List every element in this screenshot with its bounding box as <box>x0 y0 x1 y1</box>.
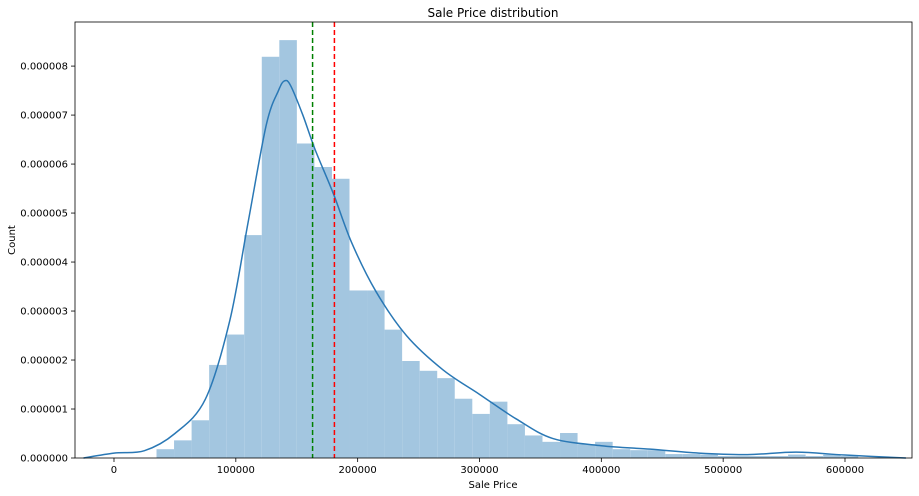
histogram-bar <box>682 454 701 458</box>
histogram-bar <box>331 178 350 458</box>
chart-title: Sale Price distribution <box>428 6 559 20</box>
x-tick-label: 600000 <box>826 465 864 476</box>
histogram-bar <box>665 454 683 458</box>
histogram-bar <box>507 424 525 458</box>
histogram-bar <box>174 440 192 458</box>
histogram-bar <box>367 290 385 458</box>
kde-curve <box>83 79 906 459</box>
x-tick-label: 300000 <box>460 465 498 476</box>
x-tick-label: 400000 <box>582 465 620 476</box>
histogram-bar <box>314 167 332 458</box>
histogram-bar <box>226 334 245 458</box>
histogram-bar <box>595 441 613 458</box>
histogram-bar <box>191 420 210 458</box>
histogram-bar <box>805 456 824 458</box>
y-tick-label: 0.000005 <box>20 209 68 220</box>
histogram-bar <box>156 449 175 458</box>
histogram-bar <box>296 143 315 459</box>
y-tick-label: 0.000002 <box>20 356 68 367</box>
histogram-bar <box>735 456 754 458</box>
histogram-bar <box>612 449 631 458</box>
histogram-bar <box>402 361 420 458</box>
histogram-bar <box>823 454 841 458</box>
histogram-bar <box>419 370 438 458</box>
histogram-bar <box>753 456 771 458</box>
histogram-bar <box>209 364 227 458</box>
histogram-bar <box>279 40 297 458</box>
histogram-bar <box>454 398 473 458</box>
histogram-bar <box>577 444 596 458</box>
histogram-bar <box>717 456 736 458</box>
histogram-bar <box>840 456 859 458</box>
histogram-bar <box>261 56 280 459</box>
histogram-bar <box>770 456 789 458</box>
histogram-bar <box>560 433 578 458</box>
x-tick-label: 500000 <box>704 465 742 476</box>
y-tick-label: 0.000006 <box>20 160 68 171</box>
y-tick-label: 0.000001 <box>20 405 68 416</box>
x-tick-label: 200000 <box>339 465 377 476</box>
histogram-bar <box>489 401 508 458</box>
axes-frame <box>74 21 913 459</box>
y-tick-label: 0.000003 <box>20 307 68 318</box>
y-tick-label: 0.000000 <box>20 454 68 465</box>
x-tick-label: 0 <box>111 465 117 476</box>
histogram-bar <box>788 454 806 458</box>
histogram-bar <box>244 235 262 458</box>
histogram-bar <box>437 378 455 458</box>
histogram-bar <box>472 413 490 458</box>
histogram-bar <box>524 435 543 458</box>
histogram-bar <box>349 290 368 458</box>
x-axis-label: Sale Price <box>469 480 518 491</box>
histogram-bar <box>542 441 561 458</box>
y-axis-label: Count <box>7 225 18 255</box>
plot-area: 0 100000 200000 300000 400000 500000 600000 0.0… <box>20 21 913 476</box>
y-tick-label: 0.000004 <box>20 258 68 269</box>
y-tick-label: 0.000007 <box>20 111 68 122</box>
histogram-bar <box>700 454 718 458</box>
histogram-bar <box>384 329 403 458</box>
y-tick-label: 0.000008 <box>20 62 68 73</box>
histogram-bar <box>647 450 666 458</box>
x-tick-label: 100000 <box>217 465 255 476</box>
histogram-bar <box>630 450 648 458</box>
